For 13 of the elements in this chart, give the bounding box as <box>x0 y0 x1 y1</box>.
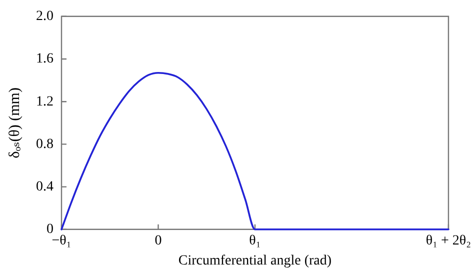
x-tick-label: 0 <box>154 233 162 248</box>
x-tick-label: −θ₁ <box>52 233 72 248</box>
y-tick-label: 1.6 <box>36 52 54 67</box>
y-tick-label: 0 <box>46 222 54 238</box>
x-tick-label: θ₁ + 2θ₂ <box>426 233 472 248</box>
x-tick-label: θ₁ <box>249 233 261 248</box>
y-tick-label: 0.4 <box>36 179 54 194</box>
y-tick-label: 2.0 <box>36 9 54 24</box>
line-series <box>60 72 450 230</box>
x-axis-title: Circumferential angle (rad) <box>178 253 332 268</box>
y-tick-label: 0.8 <box>36 136 54 152</box>
y-tick-label: 1.2 <box>36 94 54 110</box>
y-axis-title: δₒₛ(θ) (mm) <box>6 88 23 158</box>
